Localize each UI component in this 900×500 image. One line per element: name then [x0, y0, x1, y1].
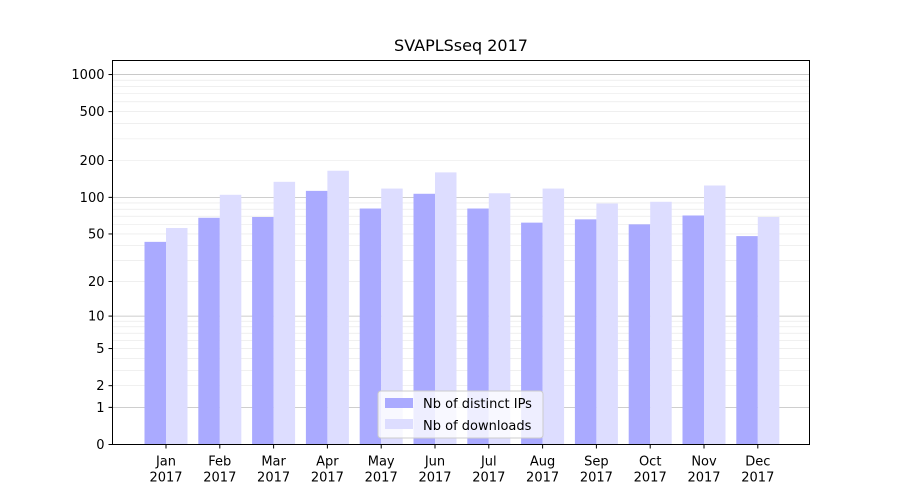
x-tick-label: May 2017: [365, 455, 398, 486]
x-tick-label: Oct 2017: [634, 455, 667, 486]
x-tick-label: Aug 2017: [526, 455, 559, 486]
y-axis: 0 1 2 5 10 20 50 100 200 500 1000: [71, 68, 113, 453]
x-tick-label: Apr 2017: [311, 455, 344, 486]
bar-downloads: [757, 216, 780, 445]
x-axis: Jan 2017 Feb 2017 Mar 2017 Apr 2017 May 2017 Jun 20…: [149, 444, 774, 486]
bar-downloads: [381, 188, 403, 445]
bars-layer: [144, 170, 780, 445]
legend-label-ips: Nb of distinct IPs: [423, 397, 532, 412]
bar-distinct-ips: [467, 208, 489, 445]
bar-distinct-ips: [144, 241, 166, 445]
legend-label-downloads: Nb of downloads: [423, 419, 532, 434]
bar-downloads: [273, 181, 296, 445]
legend-swatch-downloads: [385, 419, 413, 429]
y-tick-label: 2: [96, 379, 104, 394]
bar-distinct-ips: [628, 224, 651, 445]
bar-downloads: [488, 193, 511, 445]
bar-downloads: [166, 227, 188, 445]
y-tick-label: 20: [88, 275, 105, 290]
bar-distinct-ips: [359, 208, 382, 445]
bar-downloads: [650, 201, 672, 445]
plot-frame: [112, 60, 810, 445]
bar-distinct-ips: [413, 193, 435, 445]
x-tick-label: Jun 2017: [418, 455, 451, 486]
x-tick-label: Jan 2017: [149, 455, 182, 486]
bar-downloads: [435, 172, 457, 445]
chart-title: SVAPLSseq 2017: [394, 36, 528, 55]
bar-distinct-ips: [305, 190, 328, 445]
bar-downloads: [542, 188, 565, 445]
legend-swatch-ips: [385, 398, 413, 408]
x-tick-label: Nov 2017: [687, 455, 720, 486]
bar-downloads: [596, 203, 618, 445]
bar-distinct-ips: [521, 222, 543, 445]
legend-box: [377, 390, 544, 439]
y-tick-label: 200: [80, 154, 105, 169]
bar-downloads: [704, 185, 726, 445]
x-tick-label: Mar 2017: [257, 455, 290, 486]
y-tick-label: 50: [88, 227, 105, 242]
y-tick-label: 0: [96, 438, 104, 453]
x-tick-label: Sep 2017: [580, 455, 613, 486]
x-tick-label: Jul 2017: [472, 455, 505, 486]
bar-distinct-ips: [736, 236, 758, 445]
y-tick-label: 500: [80, 105, 105, 120]
y-tick-label: 10: [88, 310, 105, 325]
y-tick-label: 1000: [71, 68, 104, 83]
bar-downloads: [327, 170, 349, 445]
x-tick-label: Dec 2017: [741, 455, 774, 486]
bar-distinct-ips: [252, 216, 274, 445]
legend: Nb of distinct IPs Nb of downloads: [377, 390, 544, 439]
bar-distinct-ips: [198, 217, 220, 445]
y-tick-label: 1: [96, 401, 104, 416]
bar-downloads: [219, 194, 242, 445]
y-tick-label: 100: [80, 191, 105, 206]
x-tick-label: Feb 2017: [203, 455, 236, 486]
y-tick-label: 5: [96, 342, 104, 357]
bar-distinct-ips: [682, 215, 704, 445]
bar-distinct-ips: [574, 219, 597, 445]
